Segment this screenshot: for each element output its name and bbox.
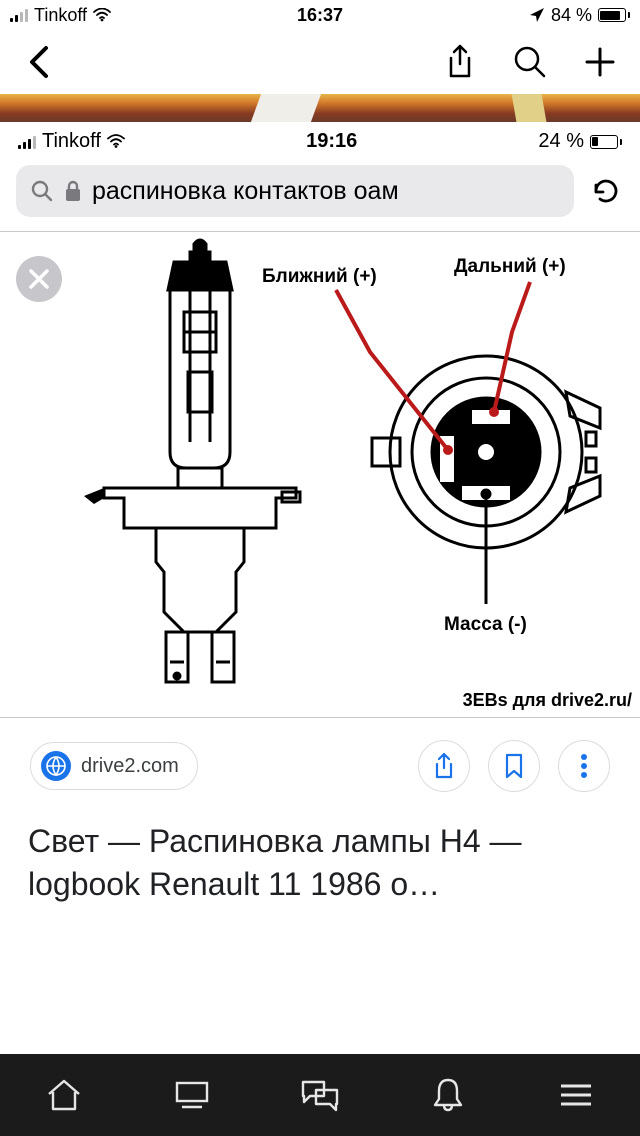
- source-domain: drive2.com: [81, 755, 179, 778]
- back-button[interactable]: [22, 44, 58, 80]
- bottom-nav: [0, 1054, 640, 1136]
- status-left: Tinkoff: [10, 5, 111, 26]
- status-right: 84 %: [529, 5, 630, 26]
- share-button[interactable]: [442, 44, 478, 80]
- inner-battery-percent: 24 %: [538, 130, 584, 153]
- nav-feed-button[interactable]: [170, 1073, 214, 1117]
- add-button[interactable]: [582, 44, 618, 80]
- refresh-button[interactable]: [588, 173, 624, 209]
- outer-status-bar: Tinkoff 16:37 84 %: [0, 0, 640, 28]
- battery-icon: [590, 135, 622, 149]
- search-input[interactable]: распиновка контактов оам: [16, 165, 574, 217]
- more-button[interactable]: [558, 740, 610, 792]
- battery-percent: 84 %: [551, 5, 592, 26]
- label-far: Дальний (+): [454, 256, 566, 277]
- search-query-text: распиновка контактов оам: [92, 177, 399, 206]
- label-near: Ближний (+): [262, 266, 377, 287]
- bookmark-button[interactable]: [488, 740, 540, 792]
- inner-status-time: 19:16: [306, 130, 357, 153]
- watermark-text: 3EBs для drive2.ru/: [463, 690, 632, 711]
- nav-menu-button[interactable]: [554, 1073, 598, 1117]
- source-link[interactable]: drive2.com: [30, 742, 198, 790]
- result-title[interactable]: Свет — Распиновка лампы H4 — logbook Ren…: [0, 800, 640, 906]
- h4-pinout-diagram: Ближний (+) Дальний (+) Масса (-): [0, 232, 640, 717]
- inner-carrier-name: Tinkoff: [42, 130, 101, 153]
- close-image-button[interactable]: [16, 256, 62, 302]
- search-icon: [30, 179, 54, 203]
- status-time: 16:37: [297, 5, 343, 26]
- nav-messages-button[interactable]: [298, 1073, 342, 1117]
- nav-home-button[interactable]: [42, 1073, 86, 1117]
- image-content-area: Ближний (+) Дальний (+) Масса (-) 3EBs д…: [0, 232, 640, 717]
- location-arrow-icon: [529, 7, 545, 23]
- wifi-icon: [107, 135, 125, 149]
- nav-notifications-button[interactable]: [426, 1073, 470, 1117]
- result-actions-row: drive2.com: [0, 718, 640, 800]
- battery-icon: [598, 8, 630, 22]
- search-bar-row: распиновка контактов оам: [0, 155, 640, 231]
- share-result-button[interactable]: [418, 740, 470, 792]
- signal-icon: [10, 8, 28, 22]
- signal-icon: [18, 135, 36, 149]
- inner-status-bar: Tinkoff 19:16 24 %: [0, 122, 640, 155]
- globe-icon: [41, 751, 71, 781]
- label-ground: Масса (-): [444, 614, 527, 635]
- outer-toolbar: [0, 28, 640, 94]
- decorative-image-strip: [0, 94, 640, 122]
- carrier-name: Tinkoff: [34, 5, 87, 26]
- wifi-icon: [93, 8, 111, 22]
- search-button[interactable]: [512, 44, 548, 80]
- lock-icon: [64, 180, 82, 202]
